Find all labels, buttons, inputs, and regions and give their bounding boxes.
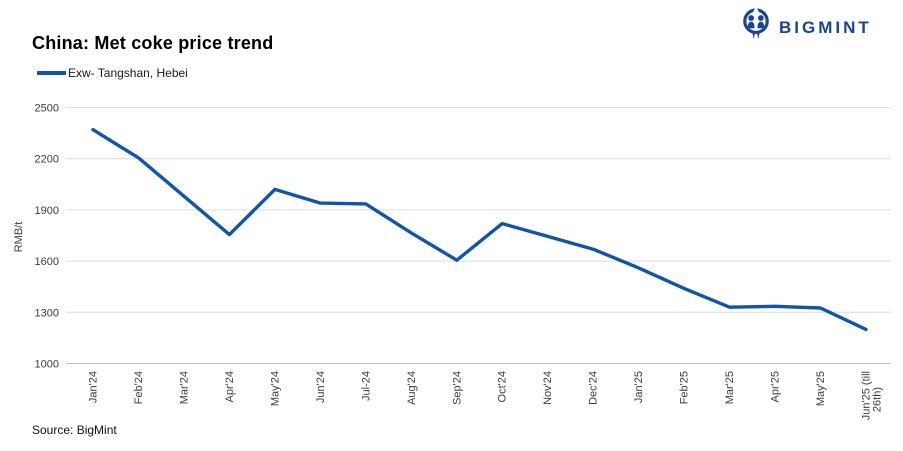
brand-logo: BIGMINT: [742, 6, 872, 45]
y-tick-label: 2500: [35, 103, 59, 115]
x-tick-label: Jan'24: [88, 371, 100, 403]
x-tick-label: Dec'24: [588, 371, 600, 405]
legend-label: Exw- Tangshan, Hebei: [68, 66, 188, 80]
bigmint-owl-icon: [742, 6, 770, 45]
x-tick-label: Sep'24: [451, 371, 463, 405]
source-note: Source: BigMint: [32, 423, 117, 437]
y-tick-label: 1600: [35, 256, 59, 268]
x-tick-label: May'24: [269, 371, 281, 406]
page-title: China: Met coke price trend: [32, 33, 274, 53]
x-tick-label: Feb'25: [679, 371, 691, 404]
price-line: [91, 127, 868, 332]
x-tick-label: Jan'25: [633, 371, 645, 403]
x-tick-label: Jun'24: [315, 371, 327, 403]
x-tick-label: 26th): [871, 387, 883, 412]
legend: Exw- Tangshan, Hebei: [37, 66, 188, 80]
x-tick-label: Apr'25: [770, 371, 782, 402]
y-tick-label: 1900: [35, 205, 59, 217]
x-tick-label: Mar'24: [178, 371, 190, 404]
x-tick-label: Apr'24: [224, 371, 236, 402]
x-tick-label: May'25: [815, 371, 827, 406]
x-tick-label: Jul-24: [360, 371, 372, 401]
y-tick-label: 1300: [35, 307, 59, 319]
y-tick-label: 2200: [35, 154, 59, 166]
x-tick-label: Oct'24: [497, 371, 509, 402]
x-tick-label: Feb'24: [133, 371, 145, 404]
logo-text: BIGMINT: [779, 17, 872, 37]
x-tick-label: Mar'25: [724, 371, 736, 404]
legend-line-swatch-icon: [37, 71, 66, 75]
y-axis-title: RMB/t: [13, 222, 25, 253]
x-tick-label: Aug'24: [406, 371, 418, 405]
x-tick-label: Nov'24: [542, 371, 554, 405]
x-tick-label: Jun'25 (till: [860, 371, 872, 420]
y-tick-label: 1000: [35, 359, 59, 371]
